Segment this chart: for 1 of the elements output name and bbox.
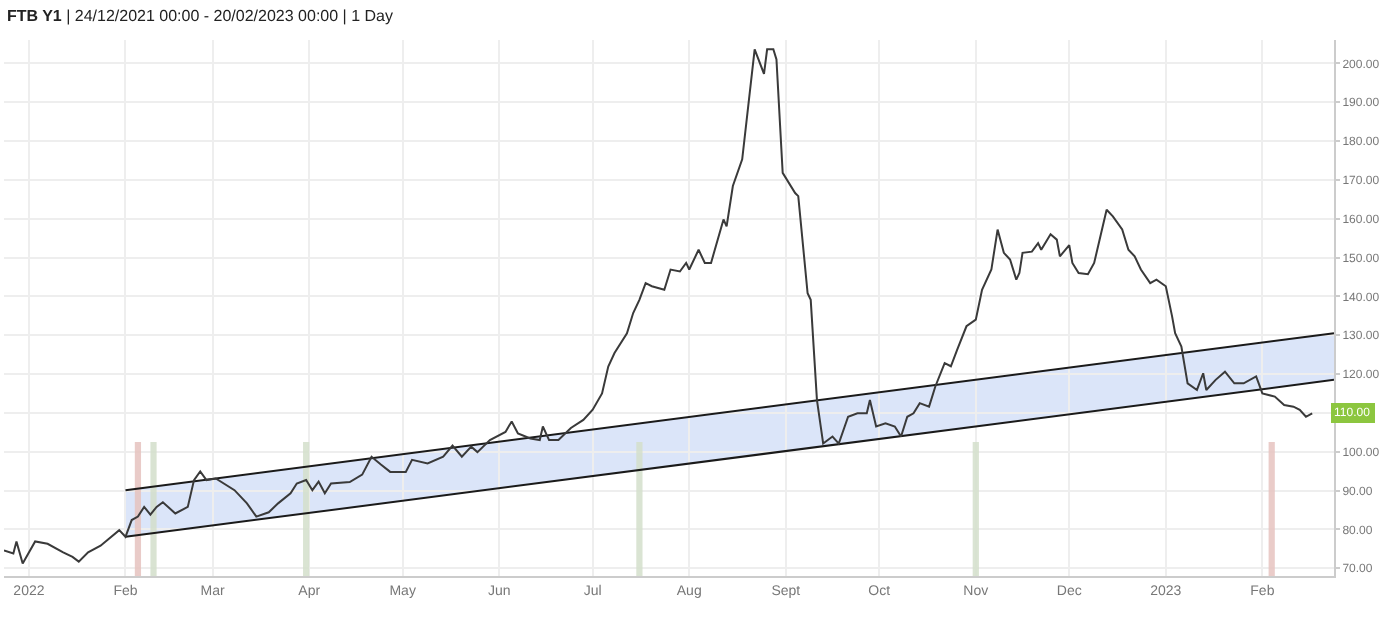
chart-title: FTB Y1 | 24/12/2021 00:00 - 20/02/2023 00:00 | 1 Day bbox=[6, 6, 394, 25]
